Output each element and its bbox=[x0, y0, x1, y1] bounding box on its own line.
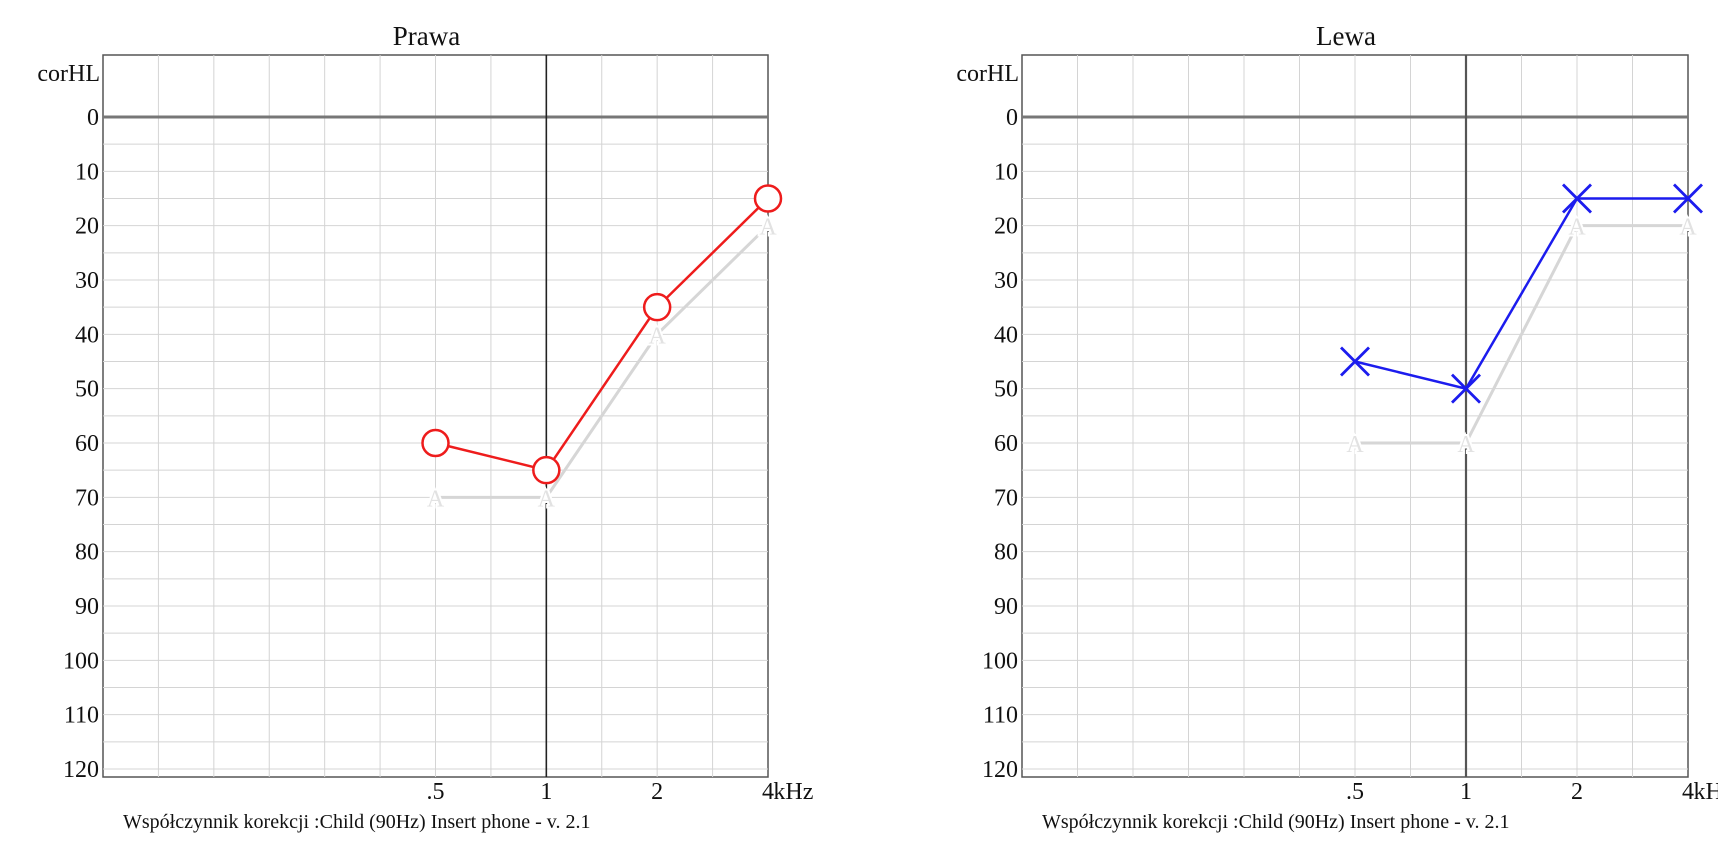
y-tick-label: 50 bbox=[994, 377, 1018, 403]
cross-stroke bbox=[1562, 183, 1592, 214]
y-axis-label: corHL bbox=[37, 61, 100, 87]
series-line bbox=[435, 197, 769, 472]
y-tick-label: 10 bbox=[75, 159, 99, 185]
y-tick-label: 0 bbox=[87, 105, 99, 131]
y-tick-label: 20 bbox=[75, 214, 99, 240]
x-tick-label: .5 bbox=[1346, 779, 1364, 805]
series-line bbox=[1354, 197, 1688, 391]
data-point-cross bbox=[1673, 183, 1703, 214]
x-tick-label: 2 bbox=[651, 779, 663, 805]
series-line bbox=[1355, 224, 1688, 445]
data-point-a: A bbox=[1346, 432, 1364, 458]
y-tick-label: 60 bbox=[994, 431, 1018, 457]
data-point-circle bbox=[642, 292, 672, 322]
cross-stroke bbox=[1451, 373, 1481, 404]
data-point-a: A bbox=[648, 323, 666, 349]
x-tick-label: 4 bbox=[1682, 779, 1694, 805]
data-point-circle bbox=[532, 455, 561, 485]
y-tick-label: 0 bbox=[1006, 105, 1018, 131]
y-tick-label: 50 bbox=[75, 377, 99, 403]
correction-footnote: Współczynnik korekcji :Child (90Hz) Inse… bbox=[123, 811, 590, 833]
y-tick-label: 80 bbox=[75, 540, 99, 566]
cross-stroke bbox=[1673, 183, 1703, 214]
data-point-circle bbox=[753, 184, 783, 213]
y-tick-label: 20 bbox=[994, 214, 1018, 240]
y-tick-label: 40 bbox=[75, 322, 99, 348]
x-tick-label: 2 bbox=[1571, 779, 1583, 805]
y-tick-label: 30 bbox=[994, 268, 1018, 294]
y-tick-label: 60 bbox=[75, 431, 99, 457]
x-tick-label: .5 bbox=[427, 779, 445, 805]
series-line bbox=[435, 224, 770, 499]
x-tick-label: 4 bbox=[762, 779, 774, 805]
y-tick-label: 30 bbox=[75, 268, 99, 294]
y-tick-label: 40 bbox=[994, 322, 1018, 348]
data-point-a: A bbox=[538, 486, 556, 512]
data-point-a: A bbox=[1568, 215, 1586, 241]
data-point-a: A bbox=[759, 215, 777, 241]
y-tick-label: 10 bbox=[994, 159, 1018, 185]
chart-title: Lewa bbox=[1316, 21, 1376, 51]
y-tick-label: 100 bbox=[982, 648, 1018, 674]
x-axis-label: kHz bbox=[1694, 779, 1718, 805]
data-point-cross bbox=[1562, 183, 1592, 214]
data-point-cross bbox=[1451, 373, 1481, 404]
y-axis-label: corHL bbox=[956, 61, 1019, 87]
cross-stroke bbox=[1340, 346, 1370, 377]
y-tick-label: 120 bbox=[982, 757, 1018, 783]
x-tick-label: 1 bbox=[1460, 779, 1472, 805]
y-tick-label: 70 bbox=[994, 485, 1018, 511]
data-point-a: A bbox=[427, 486, 445, 512]
correction-footnote: Współczynnik korekcji :Child (90Hz) Inse… bbox=[1042, 811, 1509, 833]
data-point-cross bbox=[1340, 346, 1370, 377]
y-tick-label: 110 bbox=[983, 703, 1018, 729]
audiogram-right: Prawa corHL 0 10 20 30 40 50 60 70 80 90 100 110 120 .5… bbox=[37, 21, 813, 833]
y-tick-label: 120 bbox=[63, 757, 99, 783]
y-tick-label: 90 bbox=[75, 594, 99, 620]
chart-title: Prawa bbox=[393, 21, 460, 51]
data-point-a: A bbox=[1679, 215, 1697, 241]
y-tick-label: 70 bbox=[75, 485, 99, 511]
y-tick-label: 110 bbox=[64, 703, 99, 729]
x-tick-label: 1 bbox=[540, 779, 552, 805]
y-tick-label: 80 bbox=[994, 540, 1018, 566]
data-point-circle bbox=[421, 428, 450, 458]
data-point-a: A bbox=[1457, 432, 1475, 458]
y-tick-label: 90 bbox=[994, 594, 1018, 620]
x-axis-label: kHz bbox=[773, 779, 813, 805]
y-tick-label: 100 bbox=[63, 648, 99, 674]
audiogram-left: Lewa corHL 0 10 20 30 40 50 60 70 80 90 100 110 120 .5 1… bbox=[956, 21, 1718, 833]
